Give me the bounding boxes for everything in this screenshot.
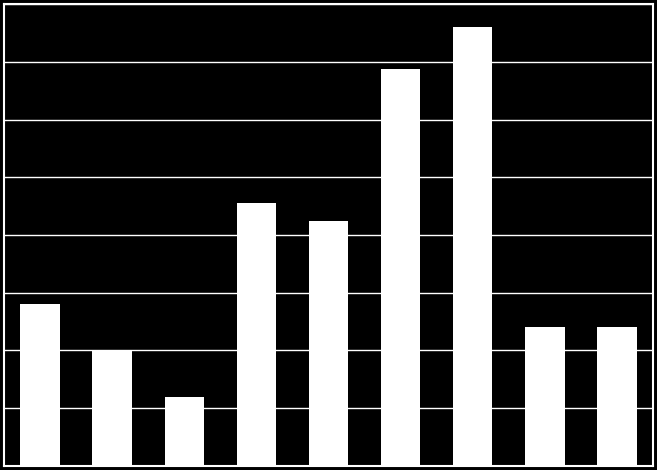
Bar	[597, 327, 637, 466]
Bar	[525, 327, 564, 466]
Bar	[381, 69, 420, 466]
Bar	[93, 351, 132, 466]
Bar	[309, 221, 348, 466]
Bar	[164, 397, 204, 466]
Bar	[453, 27, 493, 466]
Bar	[20, 304, 60, 466]
Bar	[237, 203, 276, 466]
